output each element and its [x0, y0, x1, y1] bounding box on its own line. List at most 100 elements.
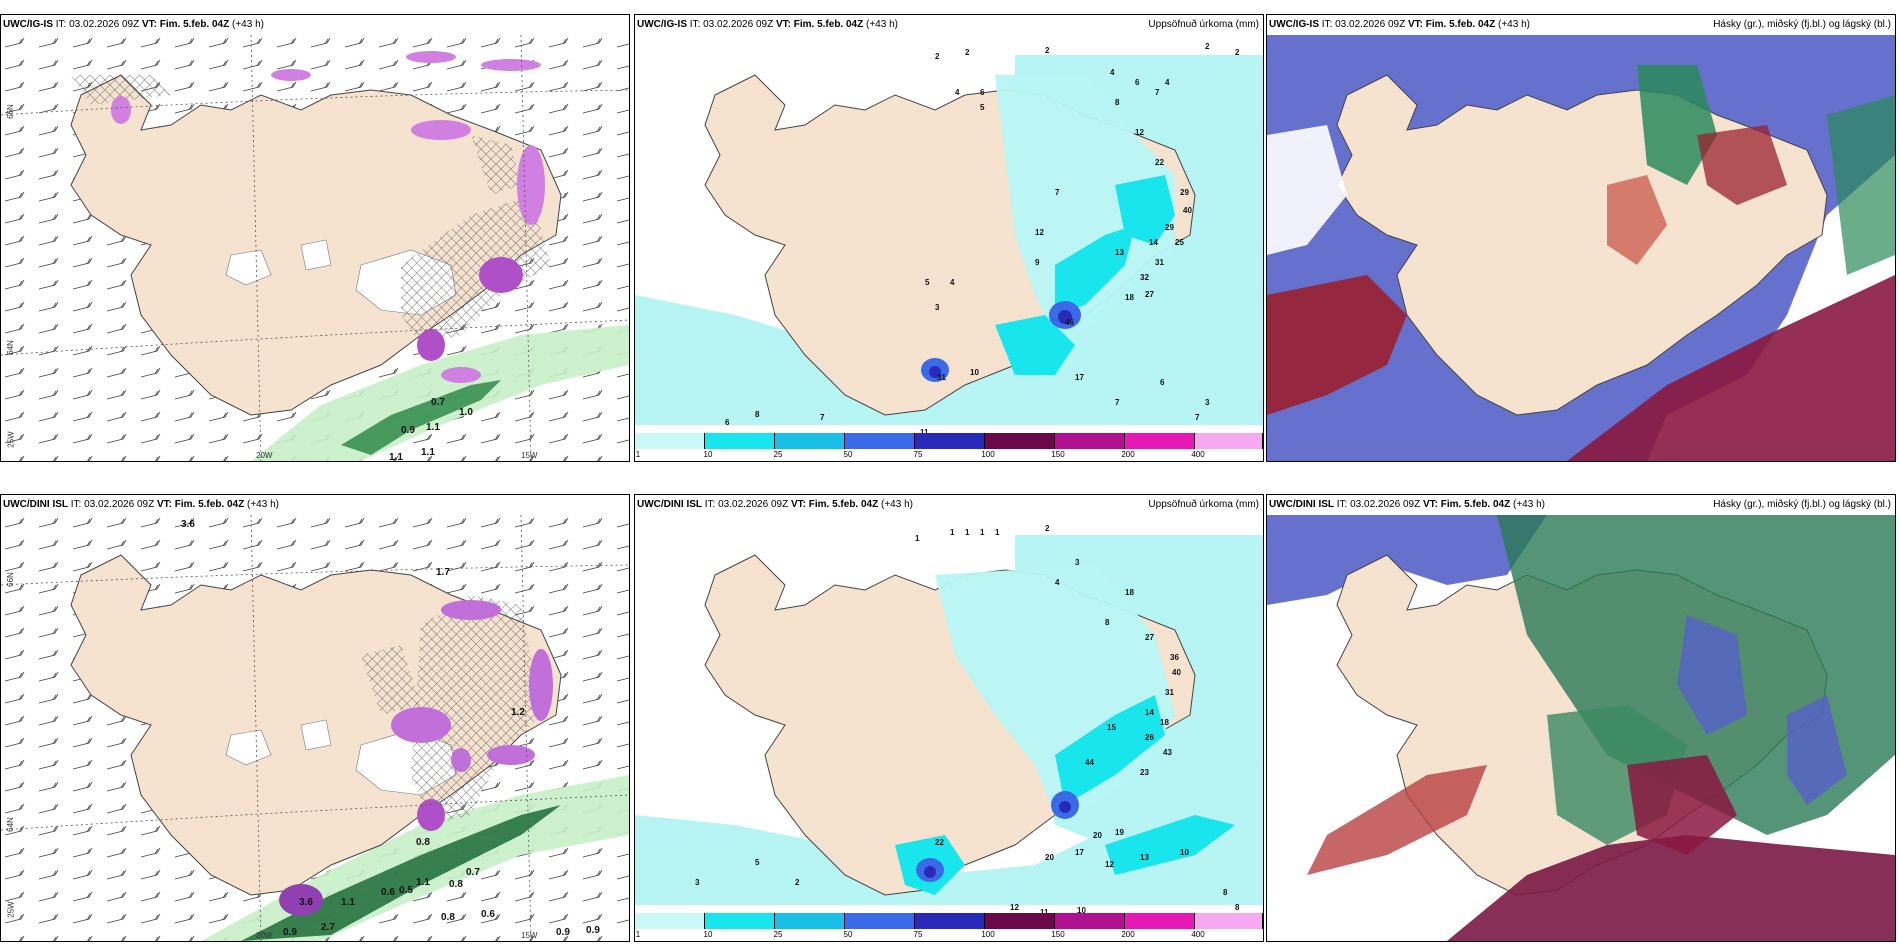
- wind-precip-map: 3.6 1.7 1.2 3.6 0.8 1.1 0.8 0.7 0.6 0.5 …: [1, 515, 629, 941]
- precip-area-heavy: [924, 866, 936, 878]
- value-label: 6: [1135, 78, 1140, 87]
- panel-header: UWC/DINI ISL IT: 03.02.2026 09Z VT: Fim.…: [3, 499, 625, 513]
- precip-area-heavy: [1058, 310, 1072, 324]
- value-label: 0.8: [416, 837, 430, 848]
- precip-band-heavy: [241, 805, 561, 941]
- value-label: 23: [1140, 768, 1149, 777]
- precip-area-heavy: [929, 366, 941, 378]
- panel-top-right: UWC/IG-IS IT: 03.02.2026 09Z VT: Fim. 5.…: [1266, 14, 1896, 462]
- vt-value: Fim. 5.feb. 04Z: [159, 19, 230, 30]
- value-label: 8: [1105, 618, 1110, 627]
- snow-hatch: [401, 195, 551, 345]
- value-label: 19: [1115, 828, 1124, 837]
- value-label: 1.1: [421, 447, 435, 458]
- precip-cell: [417, 799, 445, 831]
- value-label: 40: [1172, 668, 1181, 677]
- value-label: 18: [1125, 588, 1134, 597]
- legend-swatch: [635, 913, 705, 929]
- vt-label: VT:: [790, 499, 806, 510]
- value-label: 2: [935, 52, 940, 61]
- precip-cell: [441, 600, 501, 620]
- value-label: 12: [1105, 860, 1114, 869]
- value-label: 10: [1077, 906, 1086, 915]
- lead-time: (+43 h): [1498, 19, 1530, 30]
- value-label: 0.7: [431, 397, 445, 408]
- value-label: 0.8: [441, 912, 455, 923]
- precip-area-mid: [995, 315, 1075, 375]
- legend-label: 100: [981, 930, 995, 939]
- value-label: 40: [1183, 206, 1192, 215]
- value-label: 25: [1175, 238, 1184, 247]
- lat-label: 25W: [6, 901, 16, 918]
- value-label: 31: [937, 373, 946, 382]
- model-name: UWC/IG-IS: [637, 19, 687, 30]
- chart-title: Hásky (gr.), miðský (fj.bl.) og lágský (…: [1713, 19, 1891, 30]
- value-label: 9: [1035, 258, 1040, 267]
- precip-band-heavy: [341, 380, 501, 455]
- mid-cloud: [1267, 275, 1407, 415]
- legend-label: 400: [1191, 450, 1205, 459]
- precip-cell: [481, 59, 541, 71]
- panel-header: UWC/DINI ISL IT: 03.02.2026 09Z VT: Fim.…: [637, 499, 1259, 513]
- precip-area-light: [635, 265, 1263, 425]
- chart-title: Uppsöfnuð úrkoma (mm): [1148, 19, 1259, 30]
- value-label: 36: [1170, 653, 1179, 662]
- value-label: 1: [980, 528, 985, 537]
- legend-swatch: [985, 433, 1055, 449]
- it-label: IT:: [1336, 499, 1348, 510]
- vt-value: Fim. 5.feb. 04Z: [1425, 19, 1496, 30]
- legend-label: 200: [1121, 930, 1135, 939]
- value-label: 1.1: [416, 877, 430, 888]
- vt-value: Fim. 5.feb. 04Z: [793, 19, 864, 30]
- precip-cell: [529, 649, 553, 721]
- mid-cloud: [1567, 275, 1895, 461]
- value-label: 4: [955, 88, 960, 97]
- legend-label: 75: [913, 450, 923, 459]
- panel-header: UWC/IG-IS IT: 03.02.2026 09Z VT: Fim. 5.…: [3, 19, 625, 33]
- precip-cell: [111, 96, 131, 124]
- precip-cell: [279, 884, 323, 916]
- legend-swatch: [1125, 433, 1195, 449]
- legend-label: 100: [981, 450, 995, 459]
- clear-area: [1267, 125, 1347, 255]
- value-label: 12: [1135, 128, 1144, 137]
- value-label: 2: [1205, 42, 1210, 51]
- chart-title: Hásky (gr.), miðský (fj.bl.) og lágský (…: [1713, 499, 1891, 510]
- value-label: 3: [1205, 398, 1210, 407]
- value-label: 14: [1149, 238, 1158, 247]
- lead-time: (+43 h): [866, 19, 898, 30]
- legend-swatch: [705, 913, 775, 929]
- value-label: 2: [1235, 48, 1240, 57]
- value-label: 1: [950, 528, 955, 537]
- value-label: 13: [1115, 248, 1124, 257]
- value-label: 8: [1115, 98, 1120, 107]
- it-label: IT:: [1321, 19, 1333, 30]
- value-label: 31: [1165, 688, 1174, 697]
- legend-label: 50: [843, 450, 853, 459]
- value-label: 32: [1140, 273, 1149, 282]
- low-cloud: [1787, 695, 1847, 805]
- precip-cell: [406, 51, 456, 63]
- value-label: 4: [1110, 68, 1115, 77]
- value-label: 46: [1065, 318, 1074, 327]
- lat-label: 25W: [6, 431, 16, 448]
- chart-title: Uppsöfnuð úrkoma (mm): [1148, 499, 1259, 510]
- value-label: 5: [980, 103, 985, 112]
- it-value: 03.02.2026 09Z: [703, 19, 774, 30]
- value-label: 0.7: [466, 867, 480, 878]
- it-label: IT:: [704, 499, 716, 510]
- value-label: 2: [1045, 524, 1050, 533]
- value-label: 22: [1155, 158, 1164, 167]
- legend-label: 10: [703, 450, 713, 459]
- lat-label: 64N: [5, 340, 15, 355]
- value-label: 7: [1115, 398, 1120, 407]
- panel-header: UWC/IG-IS IT: 03.02.2026 09Z VT: Fim. 5.…: [637, 19, 1259, 33]
- value-label: 2: [965, 48, 970, 57]
- model-name: UWC/IG-IS: [1269, 19, 1319, 30]
- precip-legend: 1 10 25 50 75 100 150 200 400: [635, 913, 1263, 941]
- value-label: 27: [1145, 633, 1154, 642]
- value-label: 20: [1093, 831, 1102, 840]
- legend-swatch: [775, 913, 845, 929]
- value-label: 6: [725, 418, 730, 427]
- value-label: 0.9: [556, 927, 570, 938]
